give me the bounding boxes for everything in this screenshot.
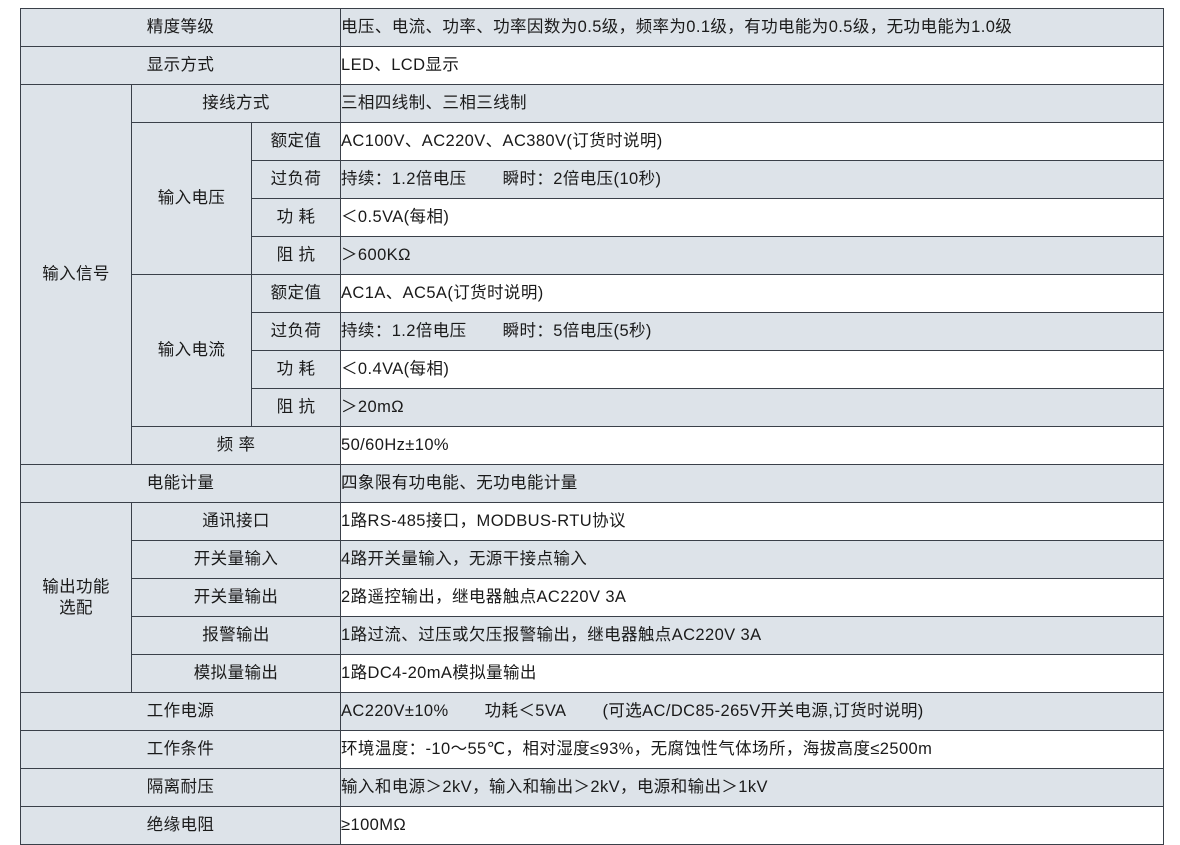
table-row: 模拟量输出 1路DC4-20mA模拟量输出 <box>21 654 1165 693</box>
power-supply-option: (可选AC/DC85-265V开关电源,订货时说明) <box>602 702 924 721</box>
row-label-current-overload: 过负荷 <box>250 312 342 351</box>
row-label-comm-interface: 通讯接口 <box>130 502 342 541</box>
current-overload-instant: 瞬时：5倍电压(5秒) <box>502 322 652 341</box>
group-label-input-signal: 输入信号 <box>20 84 132 465</box>
output-label-line1: 输出功能 <box>42 577 110 596</box>
output-label-line2: 选配 <box>59 598 93 617</box>
row-value-current-consumption: ＜0.4VA(每相) <box>340 350 1165 389</box>
row-value-analog-output: 1路DC4-20mA模拟量输出 <box>340 654 1165 693</box>
voltage-overload-instant: 瞬时：2倍电压(10秒) <box>502 170 662 189</box>
table-row: 输入信号 接线方式 三相四线制、三相三线制 <box>20 84 1165 465</box>
group-label-input-current: 输入电流 <box>131 274 252 427</box>
table-row: 功 耗 ＜0.4VA(每相) <box>21 350 1165 389</box>
row-label-analog-output: 模拟量输出 <box>130 654 342 693</box>
row-value-power-supply: AC220V±10% 功耗＜5VA (可选AC/DC85-265V开关电源,订货时说… <box>340 692 1165 731</box>
row-value-alarm-output: 1路过流、过压或欠压报警输出，继电器触点AC220V 3A <box>340 616 1165 655</box>
specification-table-wrapper: 精度等级 电压、电流、功率、功率因数为0.5级，频率为0.1级，有功电能为0.5… <box>19 8 1165 845</box>
table-row: 阻 抗 ＞20mΩ <box>21 388 1165 427</box>
current-overload-continuous: 持续：1.2倍电压 <box>341 322 467 341</box>
row-label-frequency: 频 率 <box>130 426 342 465</box>
power-supply-voltage: AC220V±10% <box>341 702 449 721</box>
row-label-di: 开关量输入 <box>130 540 342 579</box>
row-value-voltage-impedance: ＞600KΩ <box>340 236 1165 275</box>
row-label-voltage-consumption: 功 耗 <box>250 198 342 237</box>
table-row: 工作条件 环境温度：-10～55℃，相对湿度≤93%，无腐蚀性气体场所，海拔高度… <box>19 730 1165 769</box>
power-supply-consumption: 功耗＜5VA <box>484 702 567 721</box>
row-value-frequency: 50/60Hz±10% <box>340 426 1165 465</box>
table-row: 过负荷 持续：1.2倍电压 瞬时：2倍电压(10秒) <box>21 160 1165 199</box>
table-row: 输入电流 额定值 AC1A、AC5A(订货时说明) <box>21 274 1165 427</box>
row-label-isolation-voltage: 隔离耐压 <box>19 768 342 807</box>
row-label-current-impedance: 阻 抗 <box>250 388 342 427</box>
table-row: 开关量输入 4路开关量输入，无源干接点输入 <box>21 540 1165 579</box>
row-value-comm-interface: 1路RS-485接口，MODBUS-RTU协议 <box>340 502 1165 541</box>
row-label-voltage-impedance: 阻 抗 <box>250 236 342 275</box>
row-value-isolation-voltage: 输入和电源＞2kV，输入和输出＞2kV，电源和输出＞1kV <box>340 768 1165 807</box>
row-value-voltage-overload: 持续：1.2倍电压 瞬时：2倍电压(10秒) <box>340 160 1165 199</box>
table-row: 频 率 50/60Hz±10% <box>21 426 1165 465</box>
row-label-current-rated: 额定值 <box>250 274 342 313</box>
table-row: 报警输出 1路过流、过压或欠压报警输出，继电器触点AC220V 3A <box>21 616 1165 655</box>
row-value-di: 4路开关量输入，无源干接点输入 <box>340 540 1165 579</box>
row-label-voltage-rated: 额定值 <box>250 122 342 161</box>
row-value-display: LED、LCD显示 <box>340 46 1165 85</box>
row-label-power-supply: 工作电源 <box>19 692 342 731</box>
row-value-wiring: 三相四线制、三相三线制 <box>340 84 1165 123</box>
row-label-operating-conditions: 工作条件 <box>19 730 342 769</box>
table-row: 过负荷 持续：1.2倍电压 瞬时：5倍电压(5秒) <box>21 312 1165 351</box>
row-label-alarm-output: 报警输出 <box>130 616 342 655</box>
table-row: 功 耗 ＜0.5VA(每相) <box>21 198 1165 237</box>
row-value-voltage-consumption: ＜0.5VA(每相) <box>340 198 1165 237</box>
table-row: 输出功能选配 通讯接口 1路RS-485接口，MODBUS-RTU协议 <box>20 502 1165 693</box>
row-value-energy-metering: 四象限有功电能、无功电能计量 <box>340 464 1165 503</box>
specification-table: 精度等级 电压、电流、功率、功率因数为0.5级，频率为0.1级，有功电能为0.5… <box>19 8 1165 845</box>
row-value-current-rated: AC1A、AC5A(订货时说明) <box>340 274 1165 313</box>
row-label-current-consumption: 功 耗 <box>250 350 342 389</box>
table-row: 绝缘电阻 ≥100MΩ <box>19 806 1165 845</box>
table-row: 电能计量 四象限有功电能、无功电能计量 <box>19 464 1165 503</box>
table-row: 开关量输出 2路遥控输出，继电器触点AC220V 3A <box>21 578 1165 617</box>
row-value-voltage-rated: AC100V、AC220V、AC380V(订货时说明) <box>340 122 1165 161</box>
row-label-wiring: 接线方式 <box>130 84 342 123</box>
row-value-operating-conditions: 环境温度：-10～55℃，相对湿度≤93%，无腐蚀性气体场所，海拔高度≤2500… <box>340 730 1165 769</box>
row-value-accuracy: 电压、电流、功率、功率因数为0.5级，频率为0.1级，有功电能为0.5级，无功电… <box>340 8 1165 47</box>
row-label-display: 显示方式 <box>19 46 342 85</box>
row-label-do: 开关量输出 <box>130 578 342 617</box>
table-row: 显示方式 LED、LCD显示 <box>19 46 1165 85</box>
row-value-current-impedance: ＞20mΩ <box>340 388 1165 427</box>
row-value-do: 2路遥控输出，继电器触点AC220V 3A <box>340 578 1165 617</box>
group-label-input-voltage: 输入电压 <box>131 122 252 275</box>
row-label-accuracy: 精度等级 <box>19 8 342 47</box>
group-label-output-function: 输出功能 选配 <box>20 502 132 693</box>
row-value-insulation-resistance: ≥100MΩ <box>340 806 1165 845</box>
row-label-energy-metering: 电能计量 <box>19 464 342 503</box>
table-row: 精度等级 电压、电流、功率、功率因数为0.5级，频率为0.1级，有功电能为0.5… <box>19 8 1165 47</box>
row-label-voltage-overload: 过负荷 <box>250 160 342 199</box>
table-row: 输入电压 额定值 AC100V、AC220V、AC380V(订货时说明) <box>21 122 1165 275</box>
table-row: 工作电源 AC220V±10% 功耗＜5VA (可选AC/DC85-265V开关电源… <box>19 692 1165 731</box>
row-value-current-overload: 持续：1.2倍电压 瞬时：5倍电压(5秒) <box>340 312 1165 351</box>
voltage-overload-continuous: 持续：1.2倍电压 <box>341 170 467 189</box>
table-row: 隔离耐压 输入和电源＞2kV，输入和输出＞2kV，电源和输出＞1kV <box>19 768 1165 807</box>
row-label-insulation-resistance: 绝缘电阻 <box>19 806 342 845</box>
